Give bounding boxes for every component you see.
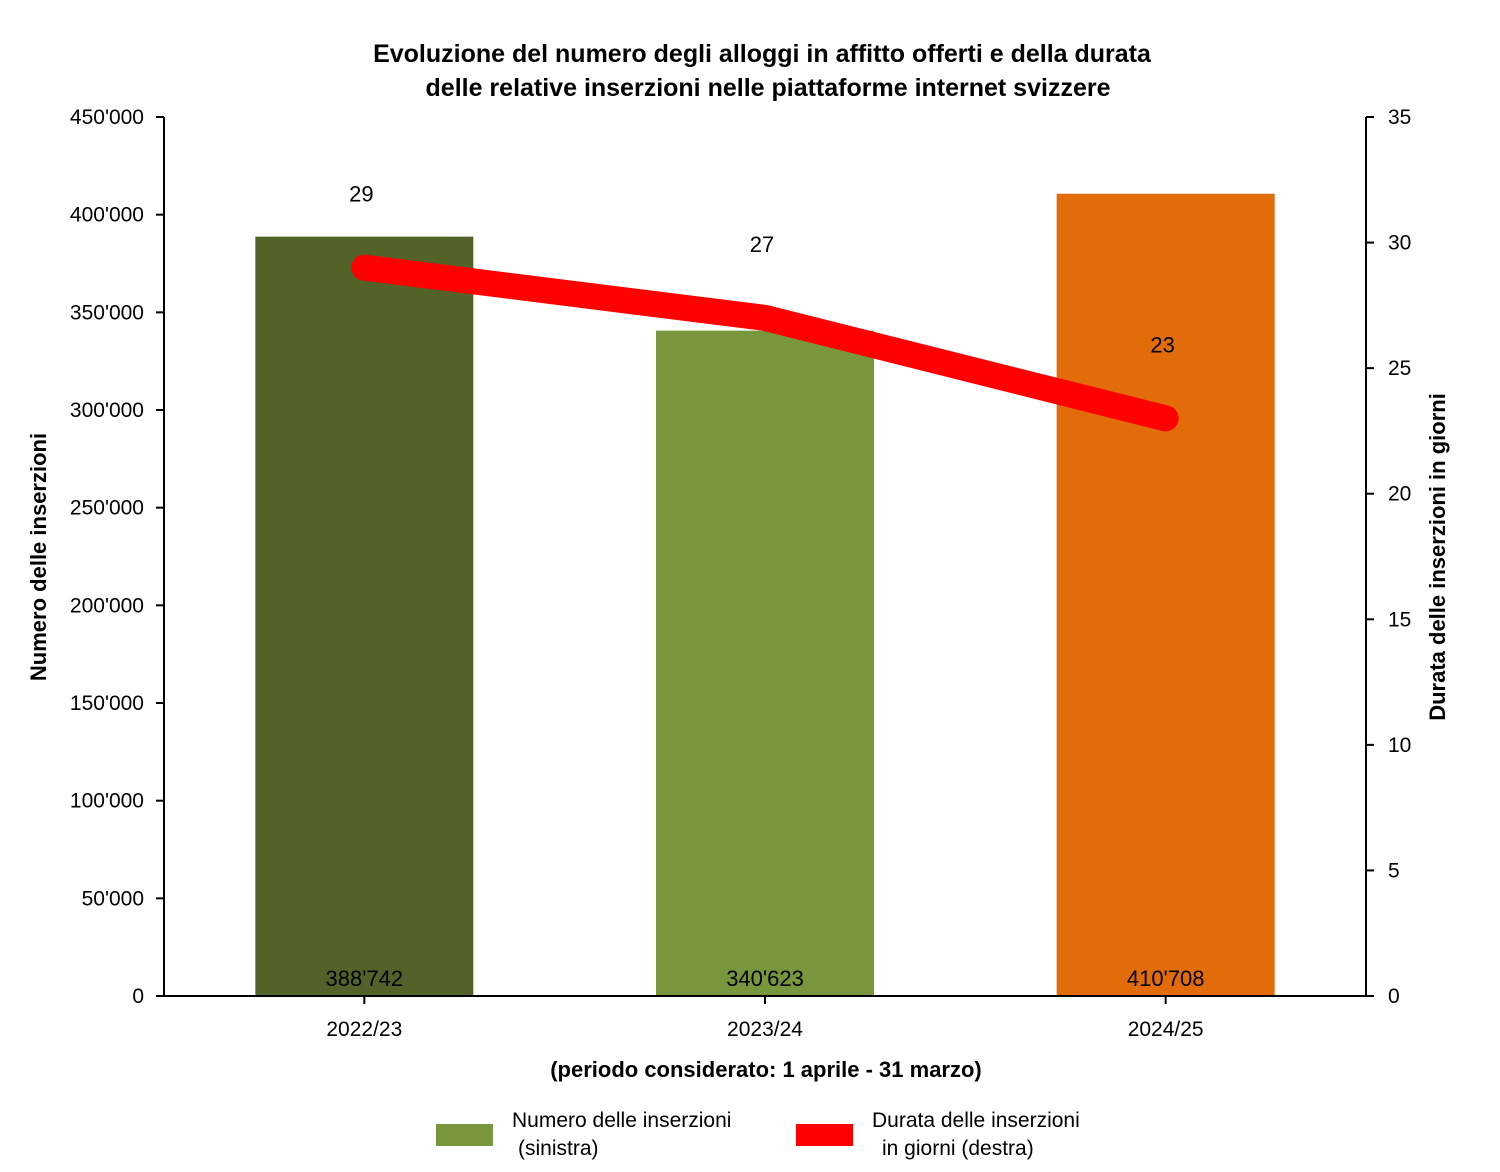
y-right-tick-label: 10 <box>1388 734 1411 757</box>
y-left-tick-label: 300'000 <box>70 399 144 422</box>
y-left-axis-label: Numero delle inserzioni <box>26 433 51 681</box>
x-axis-label: (periodo considerato: 1 aprile - 31 marz… <box>550 1057 982 1082</box>
y-left-tick-label: 100'000 <box>70 790 144 813</box>
y-left-tick-label: 400'000 <box>70 204 144 227</box>
bar-2022-23 <box>255 236 474 996</box>
y-left-tick-label: 0 <box>132 985 144 1008</box>
duration-value-label: 23 <box>1150 332 1174 357</box>
y-right-tick-label: 5 <box>1388 859 1400 882</box>
bar-value-label: 340'623 <box>726 966 804 991</box>
y-left-tick-label: 50'000 <box>82 887 144 910</box>
y-left-tick-label: 200'000 <box>70 594 144 617</box>
y-right-tick-label: 0 <box>1388 985 1400 1008</box>
legend-line-label-line1: Durata delle inserzioni <box>872 1109 1080 1132</box>
duration-point <box>363 266 366 269</box>
left-ticks-group: 0 50'000 100'000 150'000 200'000 250'000 300'0… <box>70 106 164 1008</box>
y-right-tick-label: 15 <box>1388 608 1411 631</box>
x-tick-label: 2022/23 <box>326 1018 402 1041</box>
bar-2024-25 <box>1056 193 1275 996</box>
y-left-tick-label: 150'000 <box>70 692 144 715</box>
x-tick-label: 2024/25 <box>1128 1018 1204 1041</box>
legend: Numero delle inserzioni (sinistra) Durat… <box>436 1109 1080 1160</box>
y-right-axis-label: Durata delle inserzioni in giorni <box>1425 393 1450 721</box>
duration-value-label: 27 <box>750 232 774 257</box>
right-ticks-group: 0 5 10 15 20 25 30 35 <box>1366 106 1411 1008</box>
line-labels-group: 29 27 23 <box>349 182 1175 358</box>
bars-group <box>255 193 1275 996</box>
bar-value-label: 410'708 <box>1127 966 1205 991</box>
bar-2023-24 <box>656 330 874 996</box>
legend-bar-swatch <box>436 1124 493 1146</box>
line-group <box>351 254 1179 432</box>
duration-point <box>1164 417 1167 420</box>
bar-value-label: 388'742 <box>326 966 404 991</box>
duration-value-label: 29 <box>349 182 373 207</box>
y-right-tick-label: 30 <box>1388 232 1411 255</box>
legend-line-label-line2: in giorni (destra) <box>882 1137 1034 1160</box>
y-left-tick-label: 450'000 <box>70 106 144 129</box>
y-right-tick-label: 25 <box>1388 357 1411 380</box>
legend-line-swatch <box>796 1124 853 1146</box>
x-ticks-group: 2022/23 2023/24 2024/25 <box>326 996 1204 1041</box>
legend-bar-label-line1: Numero delle inserzioni <box>512 1109 731 1132</box>
chart-title-line1: Evoluzione del numero degli alloggi in a… <box>373 40 1152 68</box>
y-left-tick-label: 250'000 <box>70 497 144 520</box>
duration-point <box>764 316 766 319</box>
chart-title-line2: delle relative inserzioni nelle piattafo… <box>426 74 1111 102</box>
legend-bar-label-line2: (sinistra) <box>518 1137 599 1160</box>
bar-labels-group: 388'742 340'623 410'708 <box>326 966 1205 991</box>
y-right-tick-label: 35 <box>1388 106 1411 129</box>
y-right-tick-label: 20 <box>1388 483 1411 506</box>
y-left-tick-label: 350'000 <box>70 301 144 324</box>
x-tick-label: 2023/24 <box>727 1018 803 1041</box>
